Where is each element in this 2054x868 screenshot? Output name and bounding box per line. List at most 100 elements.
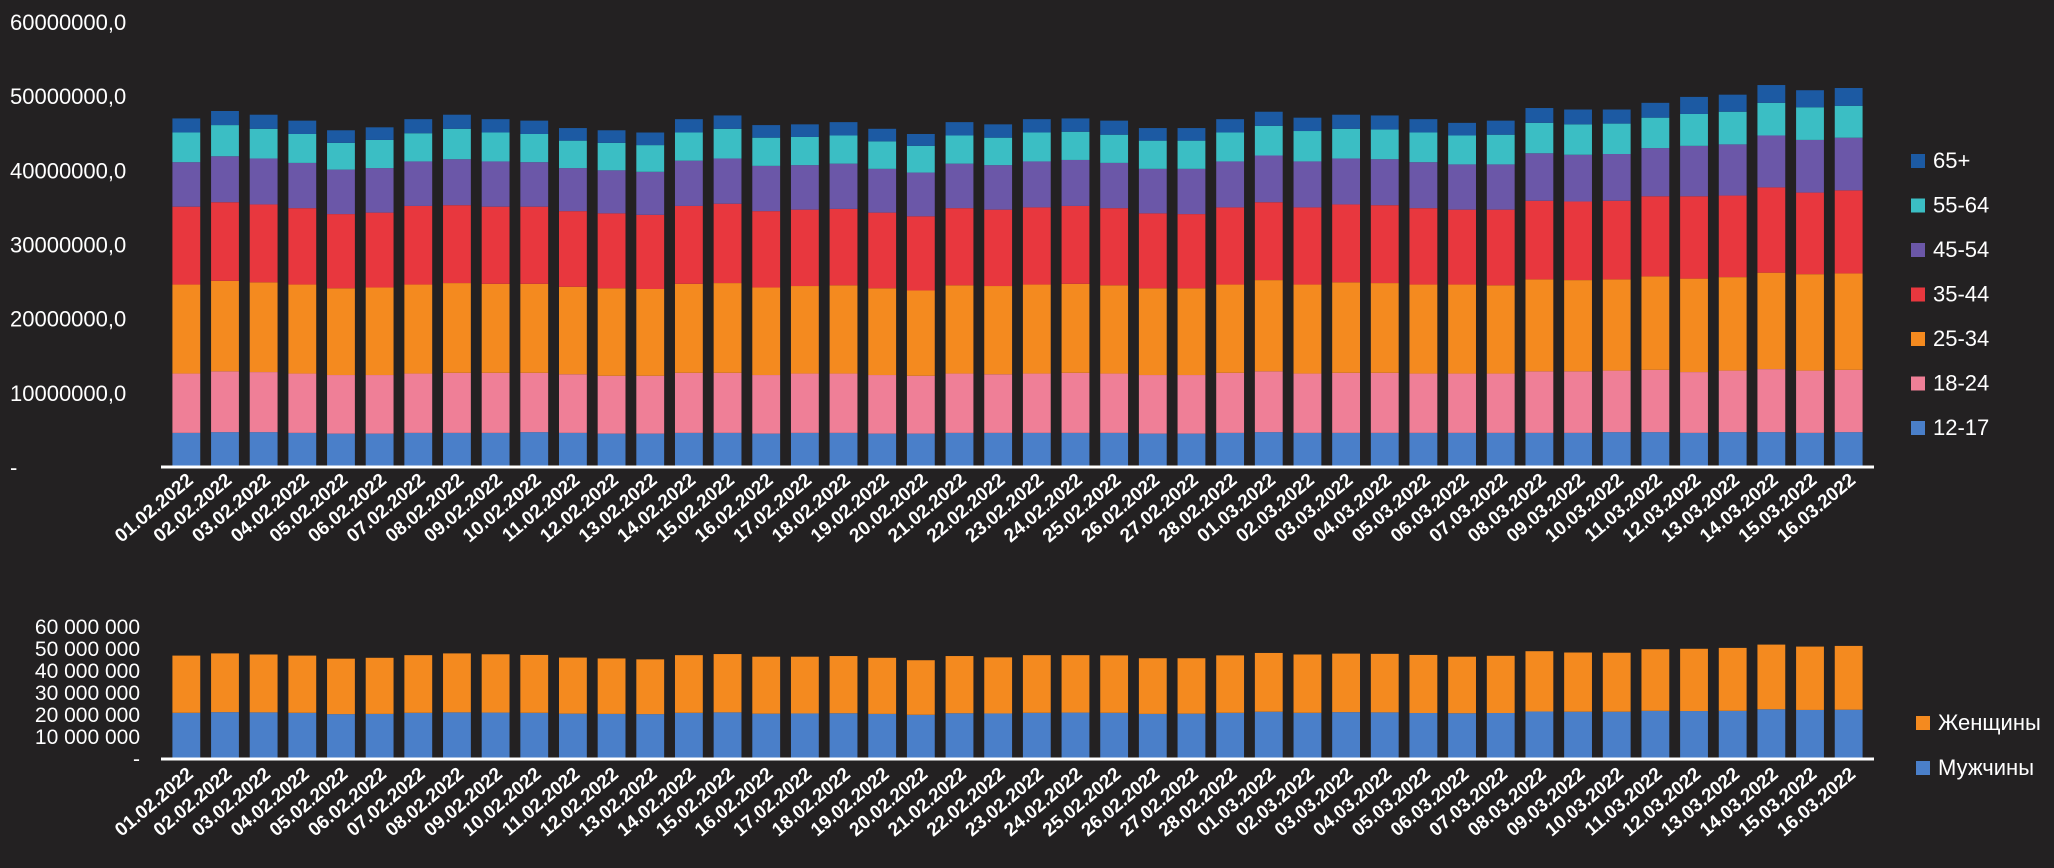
bar-segment-35-44-01.02.2022 [172,206,201,285]
bar-segment-Мужчины-09.02.2022 [481,712,510,759]
bar-segment-18-24-06.02.2022 [365,375,394,434]
bar-segment-55-64-23.02.2022 [1022,132,1051,162]
bar-segment-45-54-06.03.2022 [1448,164,1476,210]
bar-segment-45-54-01.03.2022 [1254,155,1283,203]
bar-segment-Женщины-21.02.2022 [945,656,974,714]
bar-segment-55-64-14.03.2022 [1757,102,1786,136]
legend-swatch-25-34 [1911,332,1925,346]
bar-segment-12-17-01.03.2022 [1254,432,1283,467]
bar-segment-55-64-16.03.2022 [1834,105,1863,138]
bar-segment-35-44-25.02.2022 [1100,208,1129,286]
y-tick-label: 60000000,0 [10,10,126,35]
bar-segment-18-24-16.02.2022 [752,375,781,434]
bar-segment-Женщины-06.03.2022 [1448,656,1476,714]
bar-segment-18-24-27.02.2022 [1177,375,1206,434]
bar-segment-25-34-14.03.2022 [1757,272,1786,370]
bar-segment-65-09.03.2022 [1564,109,1592,125]
bar-segment-25-34-04.02.2022 [288,284,317,374]
bar-segment-65-11.03.2022 [1641,102,1670,118]
bar-segment-45-54-20.02.2022 [906,172,935,217]
y-tick-label: 50 000 000 [35,638,140,661]
bar-segment-Женщины-26.02.2022 [1138,658,1167,714]
bar-segment-12-17-15.03.2022 [1796,432,1824,467]
bar-segment-65-03.03.2022 [1332,114,1361,129]
bar-segment-Мужчины-15.02.2022 [713,712,742,759]
bar-segment-45-54-25.02.2022 [1100,162,1129,209]
bar-segment-35-44-01.03.2022 [1254,202,1283,281]
bar-segment-25-34-05.03.2022 [1409,284,1438,374]
bar-segment-55-64-02.02.2022 [211,125,239,157]
bar-segment-12-17-06.02.2022 [365,433,394,468]
bar-segment-12-17-02.02.2022 [211,432,239,467]
bar-segment-Мужчины-14.03.2022 [1757,709,1786,759]
bar-segment-55-64-27.02.2022 [1177,140,1206,169]
bar-segment-55-64-08.02.2022 [443,128,471,160]
bar-segment-18-24-15.02.2022 [713,372,742,433]
bar-segment-Мужчины-08.02.2022 [443,712,471,759]
bar-segment-45-54-24.02.2022 [1061,159,1090,206]
bar-segment-25-34-08.03.2022 [1525,279,1554,372]
bar-segment-35-44-22.02.2022 [984,209,1013,287]
bar-segment-35-44-03.02.2022 [249,204,278,283]
bar-segment-Мужчины-18.02.2022 [829,713,858,759]
gender-x-axis: 01.02.202202.02.202203.02.202204.02.2022… [111,757,1874,841]
bar-segment-Женщины-11.03.2022 [1641,649,1670,711]
bar-segment-55-64-24.02.2022 [1061,131,1090,160]
bar-segment-55-64-17.02.2022 [790,136,819,166]
bar-segment-18-24-11.03.2022 [1641,369,1670,433]
bar-segment-35-44-26.02.2022 [1138,213,1167,289]
bar-segment-18-24-03.03.2022 [1332,372,1361,433]
bar-segment-18-24-03.02.2022 [249,372,278,433]
y-tick-label: 40 000 000 [35,660,140,683]
legend-label-25-34: 25-34 [1933,326,1989,351]
bar-segment-55-64-07.02.2022 [404,133,433,162]
bar-segment-35-44-08.02.2022 [443,205,471,284]
bar-segment-55-64-11.03.2022 [1641,117,1670,149]
bar-segment-45-54-15.03.2022 [1796,139,1824,193]
bar-segment-65-16.03.2022 [1834,88,1863,106]
legend-label-12-17: 12-17 [1933,415,1989,440]
bar-segment-Мужчины-16.03.2022 [1834,709,1863,759]
bar-segment-18-24-10.02.2022 [520,372,549,433]
bar-segment-18-24-08.03.2022 [1525,371,1554,433]
bar-segment-25-34-15.02.2022 [713,283,742,373]
bar-segment-12-17-05.03.2022 [1409,432,1438,467]
bar-segment-35-44-06.02.2022 [365,212,394,288]
bar-segment-18-24-11.02.2022 [559,374,587,433]
bar-segment-25-34-12.03.2022 [1680,278,1708,373]
bar-segment-35-44-02.03.2022 [1293,207,1322,285]
bar-segment-Женщины-04.03.2022 [1370,653,1399,713]
bar-segment-55-64-25.02.2022 [1100,134,1129,163]
bar-segment-35-44-12.02.2022 [597,213,626,289]
bar-segment-55-64-16.02.2022 [752,137,781,166]
bar-segment-Мужчины-11.03.2022 [1641,710,1670,759]
bar-segment-12-17-01.02.2022 [172,432,201,467]
bar-segment-65-13.02.2022 [636,132,665,146]
bar-segment-55-64-11.02.2022 [559,140,587,169]
bar-segment-25-34-13.02.2022 [636,289,665,376]
bar-segment-Мужчины-28.02.2022 [1216,712,1245,759]
bar-segment-65-11.02.2022 [559,128,587,141]
bar-segment-12-17-12.03.2022 [1680,432,1708,467]
bar-segment-45-54-19.02.2022 [868,168,897,213]
bar-segment-Мужчины-05.02.2022 [327,714,355,759]
bar-segment-35-44-15.02.2022 [713,203,742,284]
bar-segment-Мужчины-02.02.2022 [211,712,239,759]
bar-segment-65-21.02.2022 [945,122,974,136]
legend-swatch-12-17 [1911,421,1925,435]
bar-segment-18-24-02.02.2022 [211,371,239,433]
bar-segment-Мужчины-27.02.2022 [1177,713,1206,759]
bar-segment-65-12.03.2022 [1680,96,1708,114]
age-legend: 65+ 55-64 45-54 35-44 25-34 18-24 12-17 [1911,148,1989,440]
bar-segment-18-24-05.03.2022 [1409,373,1438,433]
bar-segment-Женщины-09.03.2022 [1564,652,1592,712]
bar-segment-Женщины-15.02.2022 [713,654,742,713]
bar-segment-25-34-04.03.2022 [1370,283,1399,373]
bar-segment-Женщины-18.02.2022 [829,656,858,714]
bar-segment-18-24-17.02.2022 [790,373,819,433]
bar-segment-65-06.03.2022 [1448,122,1476,136]
bar-segment-Женщины-13.03.2022 [1718,647,1747,711]
bar-segment-65-12.02.2022 [597,130,626,143]
bar-segment-Женщины-01.02.2022 [172,655,201,713]
bar-segment-Мужчины-05.03.2022 [1409,713,1438,759]
